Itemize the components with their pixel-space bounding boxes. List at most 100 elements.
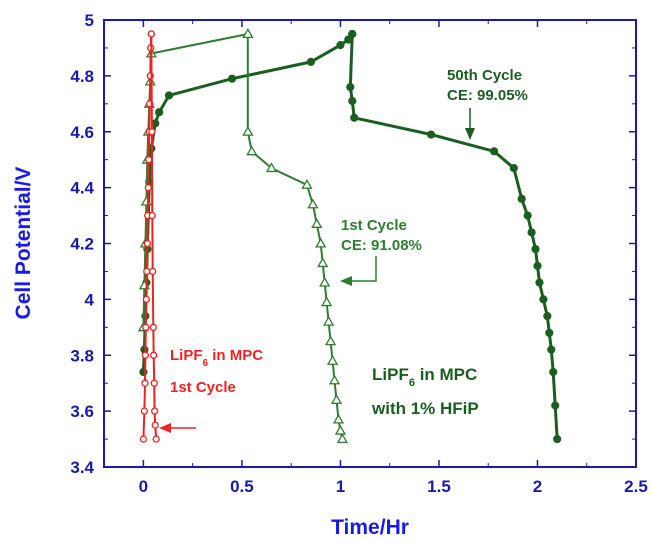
- data-point: [150, 351, 158, 359]
- svg-text:CE: 99.05%: CE: 99.05%: [447, 87, 528, 104]
- data-point: [145, 156, 153, 164]
- data-point: [148, 128, 156, 136]
- annotation-50th-arrowhead: [465, 128, 475, 140]
- series-line-lipf6_1st_discharge: [150, 33, 158, 440]
- svg-text:LiPF6 in MPC: LiPF6 in MPC: [170, 347, 263, 369]
- annotation-lipf6-red: LiPF6 in MPC 1st Cycle: [159, 347, 263, 433]
- data-point: [348, 96, 357, 106]
- data-point: [242, 28, 254, 38]
- data-point: [311, 218, 323, 228]
- data-point: [336, 433, 349, 444]
- series-line-hfip_1st_discharge: [246, 34, 344, 440]
- data-point: [531, 244, 540, 254]
- annotation-1st-arrow: [348, 256, 377, 282]
- data-point: [317, 257, 329, 268]
- y-tick-label: 4.8: [70, 67, 94, 86]
- annotation-1st-cycle: 1st Cycle CE: 91.08%: [340, 217, 422, 286]
- data-point: [150, 407, 159, 415]
- data-point: [242, 125, 254, 136]
- data-point: [148, 211, 156, 220]
- y-tick-label: 4.6: [70, 123, 94, 142]
- data-point: [149, 267, 157, 276]
- data-point: [246, 145, 258, 156]
- series-layer: [137, 28, 562, 444]
- svg-text:CE: 91.08%: CE: 91.08%: [341, 237, 422, 254]
- x-tick-label: 0.5: [230, 477, 254, 496]
- data-point: [545, 328, 554, 337]
- data-point: [346, 82, 355, 92]
- data-point: [150, 379, 158, 387]
- data-point: [553, 434, 562, 444]
- data-point: [143, 267, 151, 276]
- data-point: [551, 401, 560, 410]
- data-point: [527, 228, 536, 237]
- data-point: [141, 351, 150, 359]
- x-axis-label: Time/Hr: [331, 516, 409, 539]
- svg-text:with 1% HFiP: with 1% HFiP: [371, 399, 479, 418]
- data-point: [164, 91, 174, 100]
- data-point: [547, 345, 556, 354]
- data-point: [227, 74, 237, 83]
- data-point: [142, 323, 150, 331]
- data-point: [142, 295, 151, 304]
- data-point: [152, 435, 160, 443]
- data-point: [143, 239, 151, 248]
- svg-text:1st Cycle: 1st Cycle: [170, 379, 236, 396]
- data-point: [336, 41, 345, 50]
- data-point: [149, 323, 157, 331]
- x-tick-label: 1.5: [427, 477, 451, 496]
- y-axis-label: Cell Potential/V: [12, 167, 35, 320]
- data-point: [324, 335, 337, 346]
- data-point: [147, 30, 155, 38]
- data-point: [144, 183, 152, 192]
- x-tick-label: 1: [336, 477, 345, 496]
- data-point: [539, 295, 548, 304]
- y-tick-label: 3.4: [70, 458, 94, 477]
- x-tick-label: 0: [139, 477, 148, 496]
- data-point: [535, 278, 544, 287]
- data-point: [323, 315, 335, 326]
- data-point: [139, 435, 148, 443]
- data-point: [141, 379, 149, 387]
- data-point: [265, 162, 278, 173]
- data-point: [426, 130, 436, 139]
- data-point: [549, 367, 558, 377]
- series-lipf6_1st_discharge: [147, 30, 160, 443]
- y-tick-label: 3.6: [70, 402, 94, 421]
- data-point: [334, 424, 347, 435]
- x-tick-label: 2: [533, 477, 542, 496]
- series-line-lipf6_1st_charge: [142, 33, 153, 440]
- svg-text:1st Cycle: 1st Cycle: [341, 217, 407, 234]
- data-point: [332, 413, 345, 424]
- data-point: [306, 57, 315, 67]
- data-point: [301, 179, 313, 189]
- series-hfip_1st_charge: [137, 28, 254, 332]
- data-point: [155, 108, 164, 117]
- data-point: [328, 374, 341, 385]
- x-tick-label: 2.5: [624, 477, 648, 496]
- svg-text:LiPF6 in MPC: LiPF6 in MPC: [372, 365, 477, 389]
- annotation-50th-cycle: 50th Cycle CE: 99.05%: [447, 67, 528, 140]
- axis-ticks: 3.4 3.6 3.8 4 4.2 4.4 4.6 4.8 5 0 0.5 1 1.5 2 2.5: [70, 11, 647, 496]
- data-point: [319, 276, 331, 287]
- data-point: [517, 194, 526, 203]
- data-point: [326, 355, 339, 365]
- data-point: [330, 394, 343, 404]
- data-point: [509, 163, 518, 173]
- svg-text:50th Cycle: 50th Cycle: [447, 67, 522, 84]
- y-tick-label: 3.8: [70, 346, 94, 365]
- data-point: [151, 421, 159, 429]
- annotation-red-arrowhead: [159, 423, 171, 433]
- data-point: [543, 312, 552, 321]
- y-tick-label: 4.2: [70, 235, 94, 254]
- data-point: [533, 261, 542, 270]
- data-point: [523, 211, 532, 220]
- annotation-1st-arrowhead: [340, 276, 352, 286]
- annotation-lipf6-hfip: LiPF6 in MPC with 1% HFiP: [371, 365, 479, 418]
- y-tick-label: 4.4: [70, 179, 94, 198]
- data-point: [321, 296, 333, 307]
- data-point: [348, 29, 357, 39]
- data-point: [140, 407, 149, 415]
- series-hfip_1st_discharge: [242, 28, 349, 444]
